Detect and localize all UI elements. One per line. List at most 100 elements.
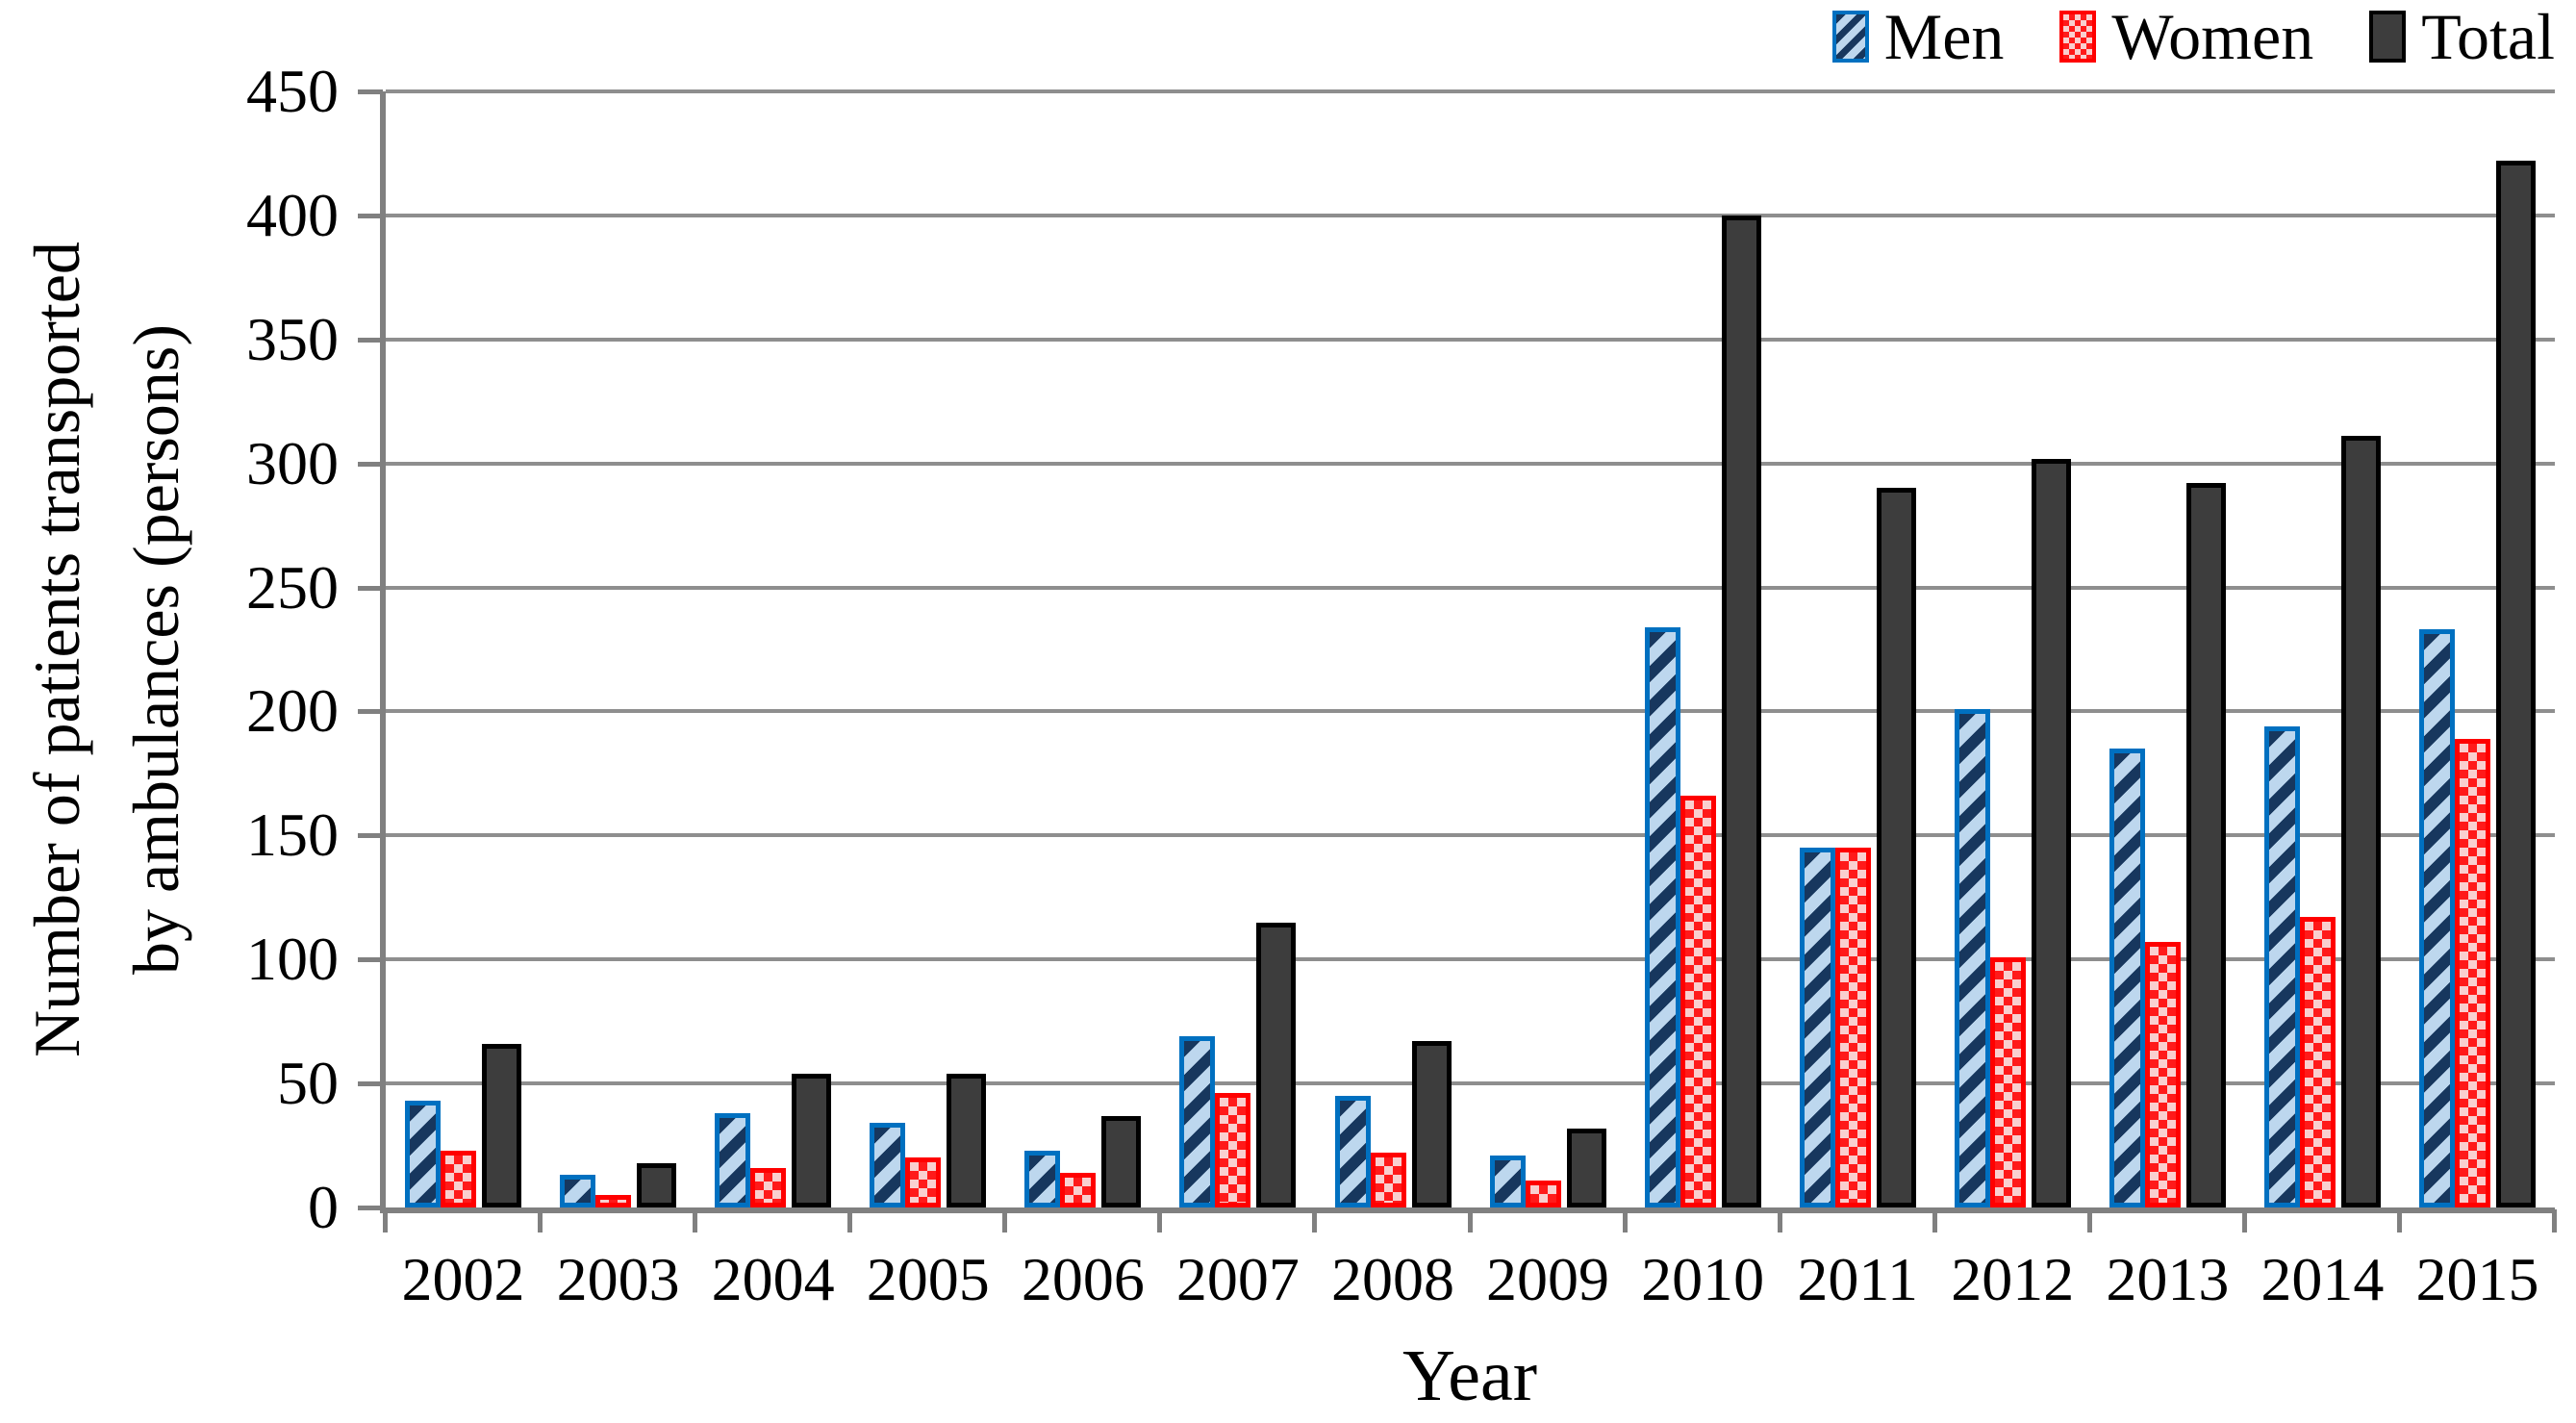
x-tick-label-2015: 2015 (2415, 1245, 2539, 1313)
bar-women-2005 (905, 1157, 942, 1207)
bar-women-2007 (1215, 1093, 1251, 1207)
x-tick-label-2012: 2012 (1951, 1245, 2075, 1313)
bar-group-2014 (2245, 91, 2400, 1207)
bar-group-2015 (2400, 91, 2555, 1207)
bar-total-2007 (1256, 923, 1297, 1207)
gridline-400 (386, 213, 2555, 217)
bar-group-2010 (1626, 91, 1780, 1207)
gridline-450 (386, 89, 2555, 93)
bar-total-2014 (2340, 436, 2381, 1207)
x-tick-5 (1157, 1209, 1163, 1232)
women-pattern-swatch-icon (2059, 11, 2097, 63)
x-tick-label-2005: 2005 (866, 1245, 990, 1313)
bar-women-2012 (1989, 957, 2026, 1207)
x-tick-label-2006: 2006 (1021, 1245, 1145, 1313)
legend-item-women: Women (2059, 4, 2313, 69)
x-tick-label-2004: 2004 (711, 1245, 835, 1313)
x-tick-10 (1932, 1209, 1937, 1232)
bar-men-2014 (2263, 726, 2300, 1207)
bar-total-2005 (947, 1074, 987, 1207)
bar-women-2004 (750, 1168, 787, 1207)
x-axis-title: Year (1402, 1335, 1538, 1416)
bar-men-2003 (560, 1175, 596, 1207)
y-tick-label-350: 350 (246, 304, 339, 373)
bar-group-2012 (1935, 91, 2090, 1207)
bar-women-2006 (1060, 1173, 1097, 1207)
bar-women-2015 (2455, 739, 2491, 1207)
x-tick-12 (2241, 1209, 2247, 1232)
y-tick-400 (358, 213, 383, 218)
gridline-50 (386, 1081, 2555, 1086)
y-tick-300 (358, 461, 383, 467)
bar-groups (386, 91, 2555, 1207)
gridline-350 (386, 337, 2555, 342)
x-tick-0 (383, 1209, 388, 1232)
bar-women-2002 (441, 1151, 477, 1207)
bar-men-2013 (2109, 749, 2145, 1207)
bar-group-2011 (1780, 91, 1935, 1207)
men-pattern-swatch-icon (1831, 11, 1869, 63)
bar-total-2015 (2496, 161, 2537, 1207)
bar-group-2013 (2090, 91, 2245, 1207)
x-tick-label-2008: 2008 (1330, 1245, 1454, 1313)
x-tick-9 (1777, 1209, 1782, 1232)
x-tick-14 (2552, 1209, 2557, 1232)
bar-women-2014 (2299, 917, 2336, 1207)
bar-men-2012 (1954, 709, 1990, 1207)
legend-item-men: Men (1831, 0, 2005, 73)
plot-area (380, 89, 2555, 1213)
x-tick-2 (693, 1209, 698, 1232)
bar-men-2010 (1644, 627, 1680, 1207)
x-tick-label-2010: 2010 (1641, 1245, 1765, 1313)
x-tick-11 (2086, 1209, 2092, 1232)
bar-total-2011 (1876, 488, 1916, 1207)
y-tick-250 (358, 585, 383, 591)
x-tick-3 (847, 1209, 853, 1232)
y-tick-label-50: 50 (277, 1049, 339, 1118)
gridline-200 (386, 709, 2555, 714)
x-tick-1 (538, 1209, 543, 1232)
bar-total-2009 (1566, 1129, 1606, 1207)
bar-total-2010 (1721, 216, 1761, 1207)
y-tick-label-150: 150 (246, 800, 339, 870)
x-tick-label-2007: 2007 (1175, 1245, 1300, 1313)
bar-men-2005 (870, 1123, 906, 1207)
legend-label-men: Men (1883, 0, 2005, 73)
bar-women-2010 (1679, 796, 1716, 1207)
y-tick-450 (358, 89, 383, 94)
bar-men-2008 (1334, 1096, 1371, 1207)
x-tick-6 (1312, 1209, 1318, 1232)
gridline-300 (386, 461, 2555, 466)
bar-group-2005 (850, 91, 1005, 1207)
bar-total-2004 (792, 1074, 832, 1207)
bar-men-2015 (2419, 629, 2456, 1207)
y-tick-50 (358, 1081, 383, 1087)
bar-men-2006 (1024, 1151, 1061, 1207)
bar-total-2013 (2185, 483, 2226, 1207)
bar-men-2009 (1489, 1156, 1526, 1207)
x-tick-8 (1622, 1209, 1628, 1232)
bar-women-2008 (1370, 1153, 1406, 1207)
y-tick-label-300: 300 (246, 428, 339, 497)
legend: Men Women Total (1831, 0, 2555, 73)
bar-women-2003 (595, 1195, 632, 1207)
x-tick-label-2014: 2014 (2260, 1245, 2385, 1313)
y-tick-100 (358, 957, 383, 963)
gridline-150 (386, 833, 2555, 838)
total-pattern-swatch-icon (2369, 11, 2407, 63)
bar-total-2008 (1411, 1041, 1452, 1207)
x-tick-label-2011: 2011 (1797, 1245, 1918, 1313)
bar-total-2012 (2031, 459, 2071, 1207)
y-tick-label-0: 0 (308, 1173, 339, 1241)
x-tick-label-2003: 2003 (556, 1245, 680, 1313)
bar-total-2006 (1101, 1116, 1142, 1207)
bar-group-2009 (1471, 91, 1626, 1207)
x-tick-label-2009: 2009 (1486, 1245, 1610, 1313)
bar-men-2007 (1179, 1036, 1216, 1207)
bar-group-2007 (1160, 91, 1315, 1207)
bar-men-2011 (1799, 848, 1835, 1207)
bar-women-2011 (1834, 848, 1871, 1207)
x-tick-7 (1467, 1209, 1473, 1232)
x-tick-13 (2396, 1209, 2402, 1232)
